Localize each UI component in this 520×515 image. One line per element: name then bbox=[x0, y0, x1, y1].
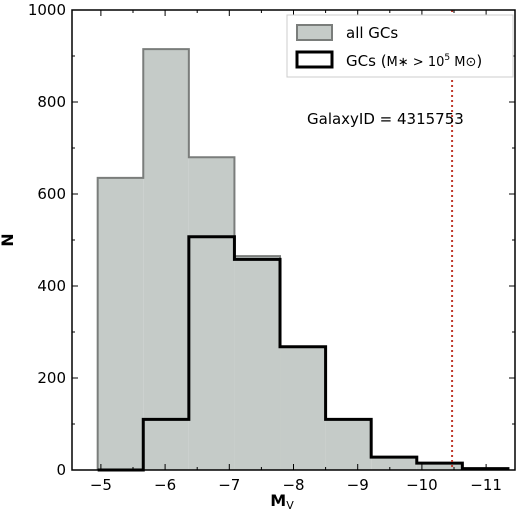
plot-area bbox=[96, 10, 510, 472]
x-tick-label-1: −6 bbox=[154, 476, 176, 494]
x-tick-label-4: −9 bbox=[347, 476, 369, 494]
series-gcs-step bbox=[97, 235, 510, 472]
y-tick-label-5: 1000 bbox=[28, 1, 66, 19]
legend-label-gcs-unit: M⊙ bbox=[454, 55, 476, 70]
bar-all-gcs-6 bbox=[371, 457, 417, 470]
x-axis-title-sub: V bbox=[286, 499, 294, 512]
y-tick-label-3: 600 bbox=[37, 185, 66, 203]
legend-label-gcs: GCs (M∗ > 105 M⊙) bbox=[346, 52, 482, 70]
bar-all-gcs-1 bbox=[143, 49, 189, 470]
x-tick-label-0: −5 bbox=[90, 476, 112, 494]
axes: −5 −6 −7 −8 −9 −10 −11 0 200 400 600 800 1000 bbox=[28, 1, 516, 494]
legend-swatch-gcs bbox=[295, 50, 334, 69]
legend-label-all-gcs: all GCs bbox=[346, 24, 398, 42]
legend: all GCs GCs (M∗ > 105 M⊙) bbox=[286, 14, 514, 78]
x-tick-label-2: −7 bbox=[218, 476, 240, 494]
x-tick-label-5: −10 bbox=[406, 476, 438, 494]
y-tick-label-4: 800 bbox=[37, 93, 66, 111]
x-axis-title: MV bbox=[270, 491, 294, 512]
x-axis-title-main: M bbox=[270, 491, 286, 510]
x-tick-label-6: −11 bbox=[470, 476, 502, 494]
legend-label-gcs-math: M∗ > 10 bbox=[387, 55, 445, 70]
bar-all-gcs-5 bbox=[325, 419, 372, 470]
annotation-galaxy-id: GalaxyID = 4315753 bbox=[307, 110, 464, 128]
y-tick-label-1: 200 bbox=[37, 369, 66, 387]
legend-label-gcs-name: GCs bbox=[346, 52, 376, 70]
bar-all-gcs-3 bbox=[234, 256, 281, 470]
legend-label-gcs-exp: 5 bbox=[444, 53, 450, 63]
y-tick-label-2: 400 bbox=[37, 277, 66, 295]
bar-all-gcs-0 bbox=[97, 177, 144, 470]
legend-swatch-all-gcs bbox=[296, 24, 333, 41]
y-tick-label-0: 0 bbox=[56, 461, 66, 479]
bar-all-gcs-2 bbox=[188, 157, 235, 470]
y-axis-title: N bbox=[0, 233, 17, 246]
x-tick-label-3: −8 bbox=[282, 476, 304, 494]
bar-all-gcs-7 bbox=[416, 463, 463, 470]
bar-all-gcs-4 bbox=[280, 346, 326, 470]
